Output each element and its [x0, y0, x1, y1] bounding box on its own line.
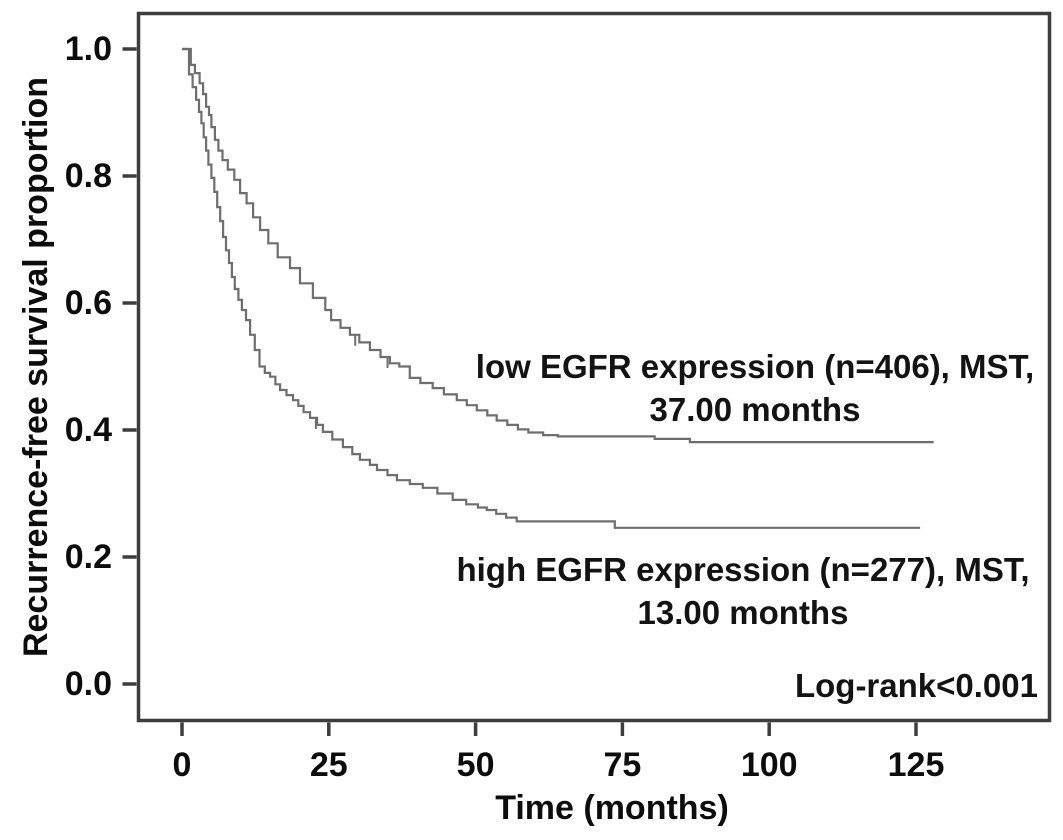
y-axis-title: Recurrence-free survival proportion: [17, 76, 55, 658]
y-tick-label-0.0: 0.0: [64, 665, 112, 703]
x-tick-label-25: 25: [309, 746, 348, 784]
y-tick-label-1.0: 1.0: [64, 30, 112, 68]
series-label-low-egfr-line1: low EGFR expression (n=406), MST,: [475, 348, 1035, 385]
y-tick-label-0.2: 0.2: [64, 538, 112, 576]
y-tick-label-0.4: 0.4: [64, 411, 112, 449]
series-label-high-egfr: high EGFR expression (n=277), MST, 13.00…: [443, 548, 1043, 634]
y-tick-label-0.8: 0.8: [64, 157, 112, 195]
km-curve-low-egfr: [182, 47, 934, 444]
km-curve-high-egfr: [182, 47, 921, 529]
series-label-low-egfr: low EGFR expression (n=406), MST, 37.00 …: [455, 345, 1055, 431]
plot-border: [136, 11, 1052, 723]
x-tick-label-50: 50: [456, 746, 495, 784]
series-label-high-egfr-line1: high EGFR expression (n=277), MST,: [456, 551, 1030, 588]
y-tick-label-0.6: 0.6: [64, 284, 112, 322]
x-axis-title: Time (months): [495, 789, 729, 827]
x-tick-label-100: 100: [740, 746, 798, 784]
series-label-low-egfr-line2: 37.00 months: [649, 391, 861, 428]
x-tick-label-0: 0: [172, 746, 192, 784]
logrank-annotation: Log-rank<0.001: [794, 667, 1038, 704]
x-tick-label-125: 125: [887, 746, 945, 784]
x-tick-label-75: 75: [603, 746, 642, 784]
series-label-high-egfr-line2: 13.00 months: [637, 594, 849, 631]
